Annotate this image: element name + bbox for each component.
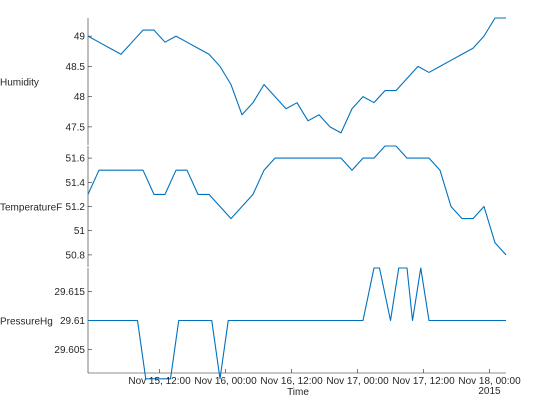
panel-2-ytick-label: 51.6: [66, 154, 86, 165]
panel-2-series-line: [87, 145, 507, 256]
panel-2-ytick-label: 51.4: [66, 178, 86, 189]
panel-1-ytick-label: 49: [74, 32, 86, 43]
xtick-label: Nov 18, 00:00: [458, 376, 521, 387]
panel-1-series-line: [87, 17, 506, 134]
panel-1-ylabel: Humidity: [0, 78, 39, 89]
panel-2-ytick-label: 50.8: [66, 250, 86, 261]
panel-2-ytick-label: 51.2: [66, 202, 86, 213]
panel-3-ylabel: PressureHg: [0, 317, 53, 328]
panel-3-ytick-label: 29.605: [54, 345, 85, 356]
xtick-label: Nov 16, 00:00: [194, 376, 257, 387]
panel-2-ylabel: TemperatureF: [0, 203, 62, 214]
x-axis-label: Time: [287, 387, 309, 398]
panel-1-ytick-label: 48.5: [66, 62, 86, 73]
panel-1-ytick-label: 47.5: [66, 122, 86, 133]
panel-3-ytick-label: 29.615: [54, 287, 85, 298]
panel-1-ytick-label: 48: [74, 92, 86, 103]
panel-2-ytick-label: 51: [74, 226, 86, 237]
xtick-label: Nov 17, 12:00: [392, 376, 455, 387]
xtick-year-label: 2015: [478, 386, 501, 397]
xtick-label: Nov 17, 00:00: [326, 376, 389, 387]
panel-3-ytick-label: 29.61: [60, 316, 85, 327]
xtick-label: Nov 16, 12:00: [260, 376, 323, 387]
xtick-label: Nov 15, 12:00: [128, 376, 191, 387]
panel-3-series-line: [88, 267, 506, 380]
